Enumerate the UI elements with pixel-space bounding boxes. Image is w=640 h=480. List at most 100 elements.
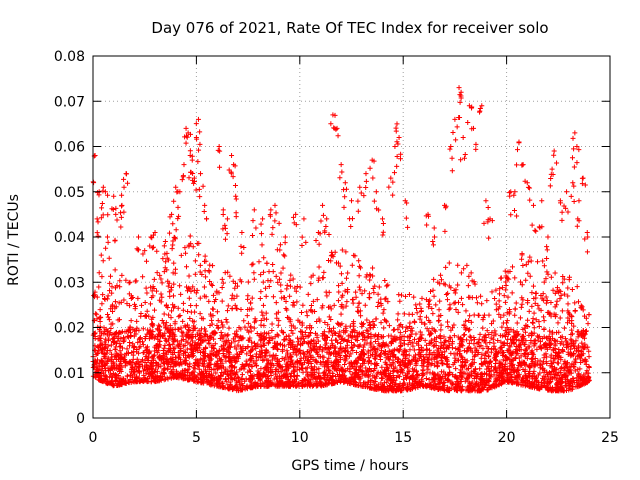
data-point: [219, 284, 225, 290]
data-point: [117, 284, 123, 290]
data-point: [538, 307, 544, 313]
data-point: [438, 322, 444, 328]
data-point: [541, 318, 547, 324]
data-point: [382, 373, 388, 379]
data-point: [518, 279, 524, 285]
data-point: [239, 372, 245, 378]
data-point: [292, 285, 298, 291]
data-point: [274, 247, 280, 253]
data-point: [186, 273, 192, 279]
data-point: [523, 277, 529, 283]
data-point: [100, 188, 106, 194]
data-point: [258, 366, 264, 372]
data-point: [323, 289, 329, 295]
data-point: [328, 317, 334, 323]
data-point: [94, 311, 100, 317]
data-point: [177, 313, 183, 319]
data-point: [248, 328, 254, 334]
data-point: [320, 303, 326, 309]
data-point: [183, 250, 189, 256]
data-point: [308, 281, 314, 287]
data-point: [424, 342, 430, 348]
data-point: [504, 320, 510, 326]
data-point: [140, 274, 146, 280]
data-point: [474, 300, 480, 306]
data-point: [275, 346, 281, 352]
data-point: [229, 153, 235, 159]
data-point: [328, 258, 334, 264]
data-point: [168, 287, 174, 293]
data-point: [95, 233, 101, 239]
data-point: [523, 262, 529, 268]
data-point: [180, 174, 186, 180]
data-point: [225, 303, 231, 309]
data-point: [178, 252, 184, 258]
data-point: [251, 207, 257, 213]
data-point: [119, 272, 125, 278]
data-point: [496, 298, 502, 304]
data-point: [469, 379, 475, 385]
data-point: [343, 275, 349, 281]
data-point: [183, 140, 189, 146]
data-point: [299, 320, 305, 326]
data-point: [249, 295, 255, 301]
data-point: [97, 307, 103, 313]
data-point: [174, 338, 180, 344]
data-point: [277, 276, 283, 282]
data-point: [438, 313, 444, 319]
data-point: [159, 317, 165, 323]
data-point: [190, 284, 196, 290]
data-point: [562, 336, 568, 342]
data-point: [303, 239, 309, 245]
data-point: [512, 312, 518, 318]
data-point: [139, 302, 145, 308]
data-point: [183, 125, 189, 131]
data-point: [517, 315, 523, 321]
data-point: [167, 293, 173, 299]
data-point: [259, 242, 265, 248]
data-point: [586, 348, 592, 354]
data-point: [114, 217, 120, 223]
data-point: [345, 270, 351, 276]
data-point: [528, 338, 534, 344]
data-point: [573, 338, 579, 344]
data-point: [118, 224, 124, 230]
data-point: [502, 299, 508, 305]
data-point: [560, 280, 566, 286]
data-point: [171, 260, 177, 266]
data-point: [307, 352, 313, 358]
data-point: [438, 327, 444, 333]
data-point: [258, 289, 264, 295]
data-point: [135, 234, 141, 240]
data-point: [543, 300, 549, 306]
data-point: [401, 311, 407, 317]
data-point: [469, 278, 475, 284]
data-point: [137, 339, 143, 345]
data-point: [245, 293, 251, 299]
data-point: [465, 345, 471, 351]
data-point: [345, 337, 351, 343]
data-point: [545, 271, 551, 277]
data-point: [227, 379, 233, 385]
data-point: [165, 283, 171, 289]
data-point: [218, 329, 224, 335]
data-point: [533, 317, 539, 323]
data-point: [533, 291, 539, 297]
data-point: [499, 285, 505, 291]
data-point: [113, 211, 119, 217]
data-point: [481, 312, 487, 318]
data-point: [282, 253, 288, 259]
data-point: [217, 164, 223, 170]
data-point: [190, 244, 196, 250]
data-point: [108, 273, 114, 279]
data-point: [149, 321, 155, 327]
data-point: [413, 302, 419, 308]
data-point: [249, 262, 255, 268]
data-point: [241, 244, 247, 250]
data-point: [461, 348, 467, 354]
data-point: [372, 378, 378, 384]
data-point: [278, 288, 284, 294]
data-point: [193, 303, 199, 309]
data-point: [565, 320, 571, 326]
data-point: [148, 284, 154, 290]
